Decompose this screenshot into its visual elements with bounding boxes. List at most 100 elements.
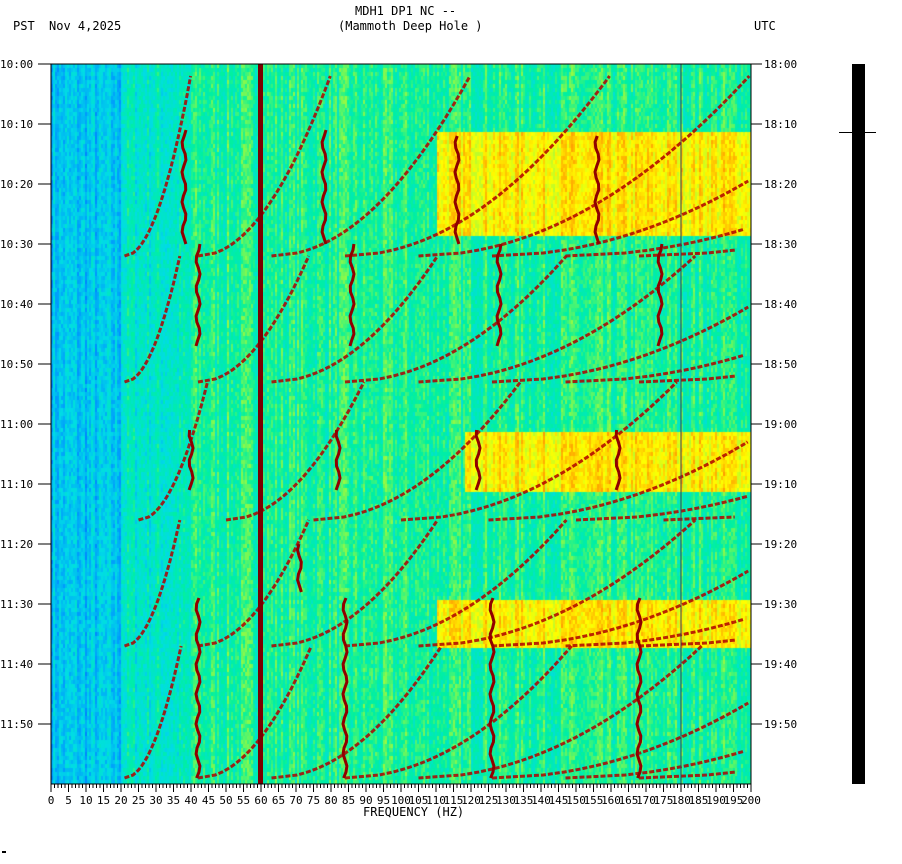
x-tick-label: 105 [409,794,429,807]
y-tick-label-right: 18:40 [764,298,797,311]
x-tick-label: 15 [97,794,110,807]
glide-harmonic-line [488,440,749,522]
x-tick-label: 140 [531,794,551,807]
glide-harmonic-line [418,254,697,384]
x-tick-label: 165 [619,794,639,807]
y-tick-label-left: 10:50 [0,358,33,371]
glide-harmonic-line [271,255,439,384]
tremor-line [474,429,482,491]
x-tick-label: 160 [601,794,621,807]
glide-harmonic-line [197,645,313,780]
x-tick-label: 60 [254,794,267,807]
tremor-line [320,129,328,245]
x-axis-label: FREQUENCY (HZ) [363,805,465,819]
glide-harmonic-line [197,519,311,648]
x-tick-label: 70 [289,794,302,807]
y-tick-label-right: 19:00 [764,418,797,431]
glide-harmonic-line [124,519,182,648]
glide-harmonic-line [344,518,568,648]
tremor-line [488,597,496,779]
x-tick-label: 200 [741,794,761,807]
x-tick-label: 20 [114,794,127,807]
glide-harmonic-line [491,179,749,258]
spectrogram-features [124,64,751,784]
small-mark [2,851,6,853]
constant-frequency-line [258,64,263,784]
x-tick-label: 35 [167,794,180,807]
glide-harmonic-line [491,569,749,648]
y-tick-label-right: 18:50 [764,358,797,371]
glide-harmonic-line [225,381,366,522]
x-tick-label: 65 [272,794,285,807]
y-tick-label-left: 10:00 [0,58,33,71]
x-tick-label: 145 [549,794,569,807]
tremor-line [341,597,349,779]
x-tick-label: 115 [444,794,464,807]
date-label: Nov 4,2025 [49,19,122,33]
glide-harmonic-line [197,255,311,384]
glide-harmonic-line [271,519,439,648]
tremor-line [495,243,503,347]
x-tick-label: 0 [48,794,55,807]
glide-harmonic-line [565,353,746,384]
x-tick-label: 10 [79,794,92,807]
x-tick-label: 170 [636,794,656,807]
x-tick-label: 55 [237,794,250,807]
x-tick-label: 135 [514,794,534,807]
x-tick-label: 90 [359,794,372,807]
glide-harmonic-line [197,75,332,258]
x-tick-label: 130 [496,794,516,807]
glide-harmonic-line [344,75,611,258]
glide-harmonic-line [638,770,736,780]
chart-subtitle: (Mammoth Deep Hole ) [338,19,483,33]
x-tick-label: 85 [342,794,355,807]
y-tick-label-left: 11:40 [0,658,33,671]
glide-harmonic-line [491,305,749,384]
y-tick-label-left: 11:00 [0,418,33,431]
x-tick-label: 95 [377,794,390,807]
glide-harmonic-line [344,254,568,384]
glide-harmonic-line [138,381,209,522]
x-tick-label: 40 [184,794,197,807]
glide-harmonic-line [418,74,751,258]
left-timezone: PST [13,19,35,33]
x-tick-label: 125 [479,794,499,807]
y-tick-label-right: 19:40 [764,658,797,671]
tremor-line [180,129,188,245]
x-tick-label: 120 [461,794,481,807]
glide-harmonic-line [313,381,522,522]
tremor-line [295,543,303,593]
trace-tick [839,132,876,133]
y-tick-label-right: 19:50 [764,718,797,731]
y-tick-label-right: 19:20 [764,538,797,551]
tremor-line [348,243,356,347]
glide-harmonic-line [418,644,703,780]
y-tick-label-left: 10:40 [0,298,33,311]
tremor-line [187,429,195,491]
glide-harmonic-line [400,380,678,522]
tremor-line [635,597,643,779]
x-tick-label: 185 [689,794,709,807]
y-tick-label-left: 11:50 [0,718,33,731]
tremor-line [334,429,342,491]
y-tick-label-right: 18:30 [764,238,797,251]
y-tick-label-left: 10:10 [0,118,33,131]
glide-harmonic-line [271,645,443,780]
x-tick-label: 30 [149,794,162,807]
tremor-line [593,135,601,245]
y-tick-label-left: 11:20 [0,538,33,551]
right-timezone: UTC [754,19,776,33]
x-tick-label: 5 [65,794,72,807]
y-tick-label-right: 18:20 [764,178,797,191]
x-tick-label: 75 [307,794,320,807]
x-tick-label: 100 [391,794,411,807]
glide-harmonic-line [418,518,697,648]
x-tick-label: 195 [724,794,744,807]
x-tick-label: 175 [654,794,674,807]
x-tick-label: 80 [324,794,337,807]
glide-harmonic-line [271,75,472,258]
chart-title: MDH1 DP1 NC -- [355,4,457,18]
glide-harmonic-line [565,749,746,780]
tremor-line [194,243,202,347]
